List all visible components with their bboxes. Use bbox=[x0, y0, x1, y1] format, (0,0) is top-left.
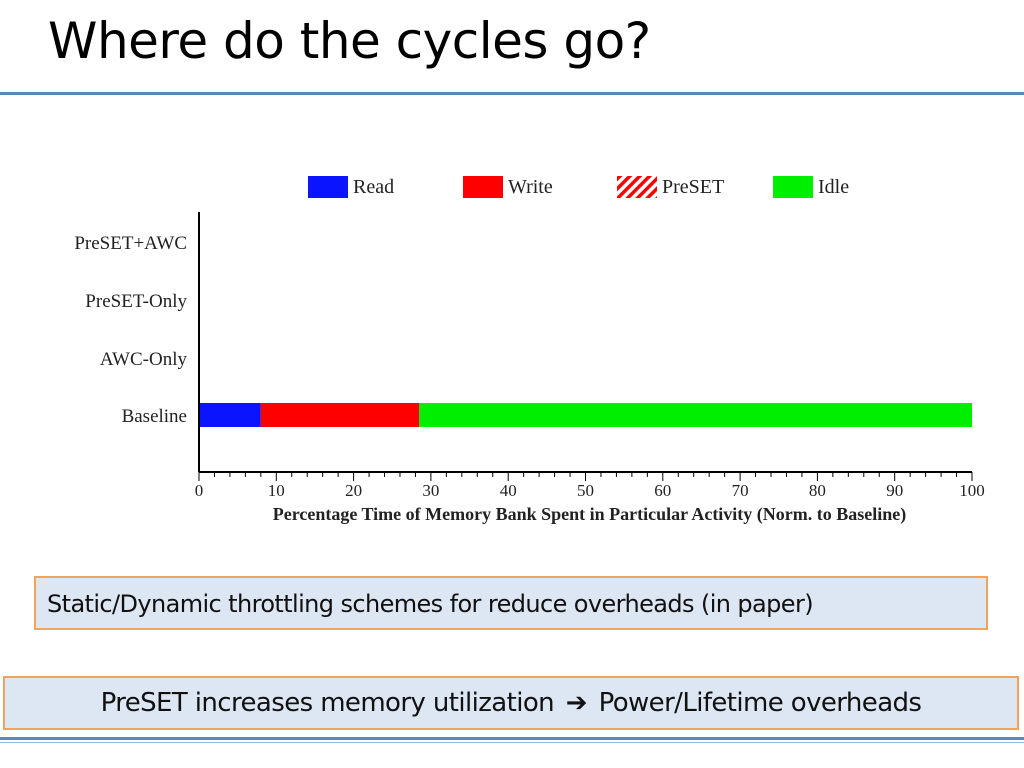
legend-swatch-read bbox=[308, 176, 348, 198]
legend-label-preset: PreSET bbox=[662, 176, 724, 198]
bar-baseline-read bbox=[199, 403, 261, 427]
bar-baseline-idle bbox=[419, 403, 972, 427]
slide-title: Where do the cycles go? bbox=[48, 12, 651, 70]
x-tick-label-60: 60 bbox=[654, 481, 671, 500]
category-label-preset-only: PreSET-Only bbox=[85, 291, 187, 312]
legend-swatch-write bbox=[463, 176, 503, 198]
x-tick-label-20: 20 bbox=[345, 481, 362, 500]
legend-swatch-preset bbox=[617, 176, 657, 198]
legend-label-idle: Idle bbox=[818, 176, 849, 198]
x-tick-label-80: 80 bbox=[809, 481, 826, 500]
x-tick-label-100: 100 bbox=[959, 481, 985, 500]
note-utilization-right: Power/Lifetime overheads bbox=[598, 688, 922, 718]
note-throttling: Static/Dynamic throttling schemes for re… bbox=[34, 576, 988, 630]
x-tick-label-0: 0 bbox=[195, 481, 204, 500]
legend-swatch-idle bbox=[773, 176, 813, 198]
category-labels: PreSET+AWC PreSET-Only AWC-Only Baseline bbox=[74, 233, 187, 427]
arrow-right-icon: ➔ bbox=[565, 688, 588, 718]
category-label-awc-only: AWC-Only bbox=[100, 349, 188, 370]
bar-baseline-write bbox=[260, 403, 420, 427]
x-tick-label-40: 40 bbox=[500, 481, 517, 500]
note-throttling-text: Static/Dynamic throttling schemes for re… bbox=[47, 590, 814, 618]
x-tick-label-30: 30 bbox=[422, 481, 439, 500]
category-label-preset-awc: PreSET+AWC bbox=[74, 233, 187, 254]
x-tick-label-90: 90 bbox=[886, 481, 903, 500]
note-utilization-left: PreSET increases memory utilization bbox=[100, 688, 555, 718]
note-utilization: PreSET increases memory utilization ➔ Po… bbox=[3, 676, 1019, 730]
title-divider bbox=[0, 92, 1024, 95]
legend-label-read: Read bbox=[353, 176, 394, 198]
bar-segments bbox=[199, 403, 972, 427]
x-tick-label-50: 50 bbox=[577, 481, 594, 500]
legend-label-write: Write bbox=[508, 176, 553, 198]
x-axis: 0 10 20 30 40 50 60 70 80 90 100 Percentage Time of… bbox=[195, 212, 985, 525]
category-label-baseline: Baseline bbox=[122, 406, 187, 427]
x-tick-label-70: 70 bbox=[732, 481, 749, 500]
footer-divider-thin bbox=[0, 742, 1024, 743]
activity-bar-chart: Read Write PreSET Idle PreSET+AWC PreSET-Onl… bbox=[74, 176, 985, 525]
x-tick-label-10: 10 bbox=[268, 481, 285, 500]
footer-divider bbox=[0, 737, 1024, 740]
x-axis-title: Percentage Time of Memory Bank Spent in … bbox=[273, 504, 907, 525]
chart-legend: Read Write PreSET Idle bbox=[308, 176, 849, 198]
